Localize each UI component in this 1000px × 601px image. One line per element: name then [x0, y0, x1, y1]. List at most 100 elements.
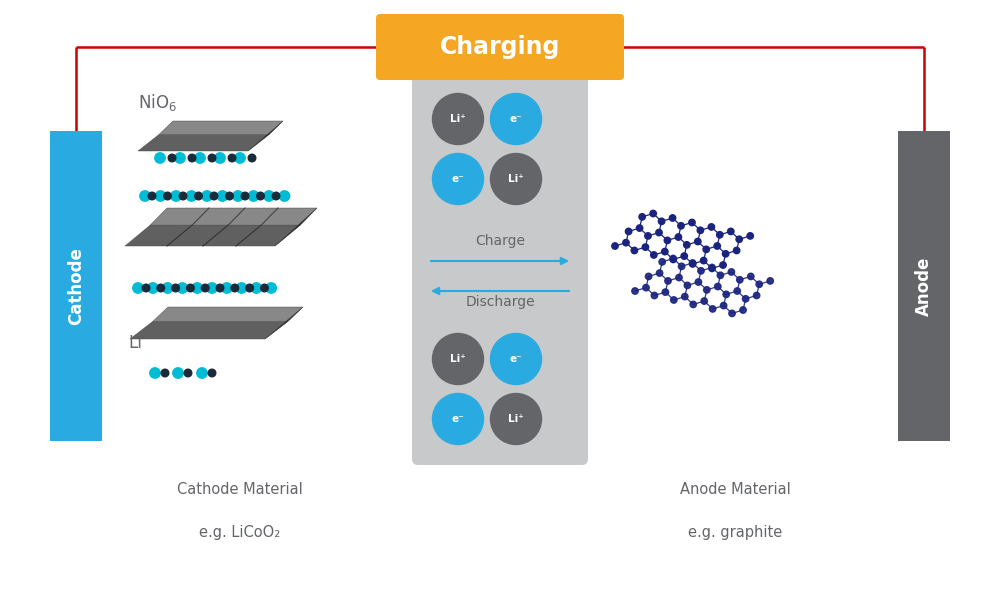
Circle shape: [736, 236, 742, 242]
Circle shape: [703, 246, 709, 252]
Circle shape: [662, 248, 668, 255]
Circle shape: [689, 261, 696, 267]
Circle shape: [148, 283, 158, 293]
Circle shape: [659, 258, 665, 265]
Circle shape: [161, 369, 169, 377]
Circle shape: [175, 153, 185, 163]
Circle shape: [432, 334, 484, 385]
Circle shape: [728, 228, 734, 234]
Circle shape: [155, 153, 165, 163]
Circle shape: [643, 284, 649, 291]
Polygon shape: [150, 208, 317, 225]
Circle shape: [656, 230, 662, 236]
Circle shape: [662, 289, 669, 295]
Circle shape: [257, 192, 264, 200]
Circle shape: [737, 276, 743, 283]
Circle shape: [272, 192, 280, 200]
Circle shape: [184, 369, 192, 377]
Circle shape: [432, 153, 484, 204]
Text: e⁻: e⁻: [452, 414, 464, 424]
Circle shape: [717, 231, 723, 238]
Circle shape: [715, 283, 721, 290]
Circle shape: [195, 192, 202, 200]
Circle shape: [215, 153, 225, 163]
Circle shape: [216, 284, 224, 292]
Text: Anode Material: Anode Material: [680, 481, 790, 496]
Circle shape: [235, 153, 245, 163]
Polygon shape: [138, 135, 269, 151]
Polygon shape: [130, 322, 288, 339]
Circle shape: [665, 278, 671, 284]
Circle shape: [767, 278, 773, 284]
Circle shape: [248, 191, 259, 201]
FancyBboxPatch shape: [376, 14, 624, 80]
Circle shape: [490, 153, 542, 204]
Circle shape: [612, 243, 618, 249]
Circle shape: [207, 283, 217, 293]
Circle shape: [645, 273, 652, 279]
Circle shape: [187, 284, 194, 292]
Circle shape: [631, 247, 638, 254]
Circle shape: [708, 224, 715, 230]
Circle shape: [197, 368, 207, 378]
Circle shape: [676, 274, 682, 281]
Circle shape: [678, 222, 684, 229]
Circle shape: [684, 242, 690, 248]
Circle shape: [636, 225, 643, 231]
Text: e⁻: e⁻: [510, 354, 522, 364]
Circle shape: [645, 233, 651, 239]
Text: Anode: Anode: [915, 256, 933, 316]
Text: Charging: Charging: [440, 35, 560, 59]
Circle shape: [729, 310, 735, 317]
Circle shape: [670, 256, 676, 263]
Circle shape: [168, 154, 176, 162]
Circle shape: [684, 282, 691, 288]
Circle shape: [671, 297, 677, 303]
Circle shape: [753, 292, 760, 299]
Circle shape: [142, 284, 150, 292]
Circle shape: [689, 219, 695, 225]
Circle shape: [678, 263, 685, 269]
Circle shape: [188, 154, 196, 162]
Circle shape: [279, 191, 290, 201]
Circle shape: [714, 243, 720, 249]
Circle shape: [432, 94, 484, 144]
Circle shape: [177, 283, 188, 293]
Circle shape: [222, 283, 232, 293]
Circle shape: [201, 284, 209, 292]
Text: e.g. LiCoO₂: e.g. LiCoO₂: [199, 525, 281, 540]
Circle shape: [228, 154, 236, 162]
Polygon shape: [265, 307, 303, 339]
Circle shape: [217, 191, 228, 201]
Circle shape: [623, 239, 629, 246]
Circle shape: [208, 369, 216, 377]
Text: Cathode: Cathode: [67, 247, 85, 325]
Circle shape: [658, 218, 665, 225]
Circle shape: [675, 234, 682, 240]
Circle shape: [642, 244, 649, 251]
Circle shape: [208, 154, 216, 162]
Text: NiO$_6$: NiO$_6$: [138, 93, 177, 114]
Circle shape: [700, 257, 707, 264]
Circle shape: [210, 192, 218, 200]
Circle shape: [690, 301, 696, 308]
Circle shape: [733, 247, 740, 254]
Circle shape: [195, 153, 205, 163]
Text: Li: Li: [128, 334, 142, 352]
Circle shape: [241, 192, 249, 200]
Circle shape: [639, 214, 645, 220]
Circle shape: [133, 283, 143, 293]
Circle shape: [717, 272, 724, 278]
Circle shape: [236, 283, 247, 293]
Text: e.g. graphite: e.g. graphite: [688, 525, 782, 540]
Circle shape: [670, 255, 676, 261]
Circle shape: [171, 191, 181, 201]
Circle shape: [709, 265, 715, 272]
Circle shape: [140, 191, 150, 201]
Circle shape: [179, 192, 187, 200]
Circle shape: [173, 368, 183, 378]
Circle shape: [490, 394, 542, 445]
Circle shape: [246, 284, 253, 292]
Text: Charge: Charge: [475, 234, 525, 248]
Bar: [898, 131, 950, 441]
